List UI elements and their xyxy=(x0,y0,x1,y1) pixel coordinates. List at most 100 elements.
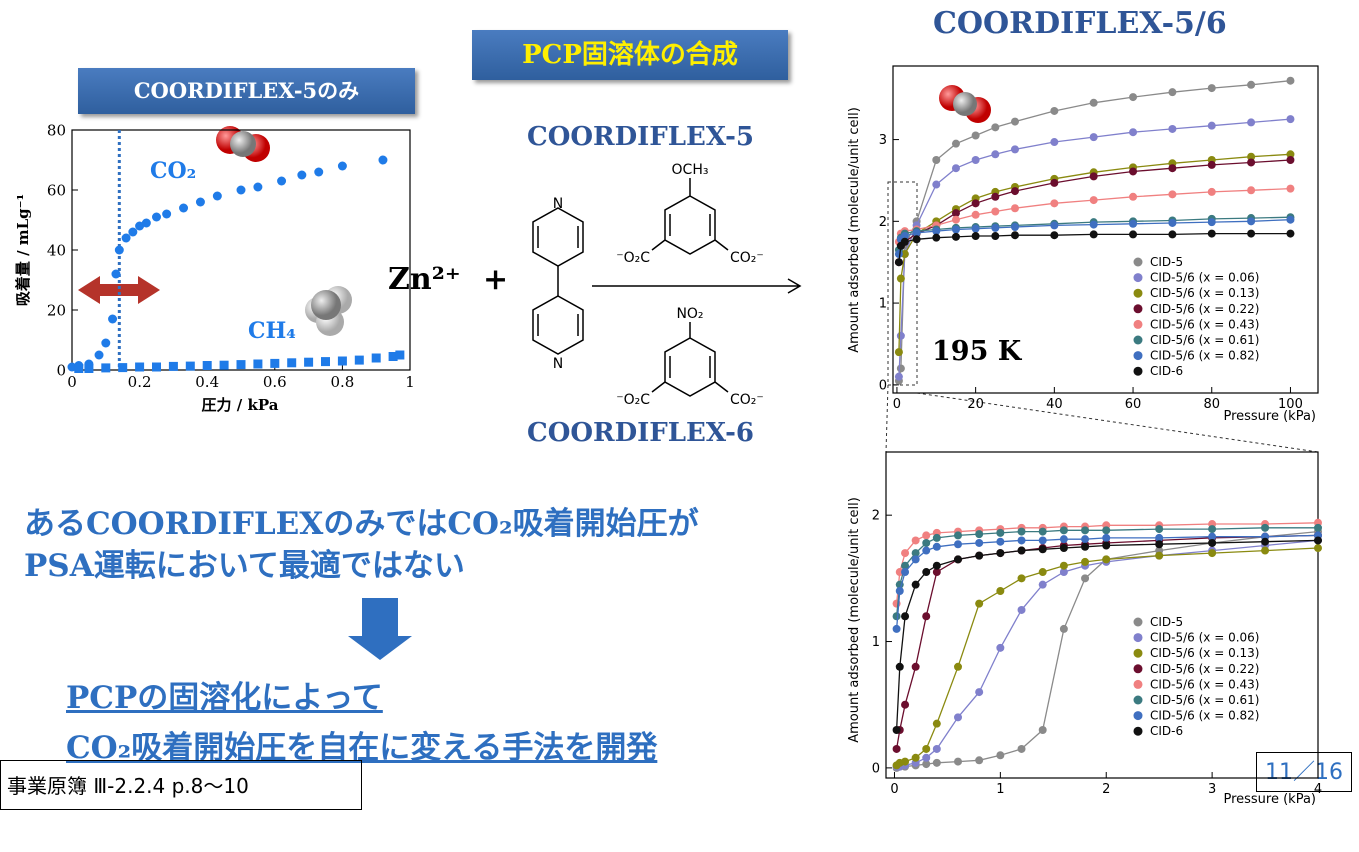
data-point xyxy=(395,350,405,360)
data-point xyxy=(277,176,287,186)
data-point xyxy=(932,221,941,230)
data-point xyxy=(118,363,128,373)
data-point xyxy=(892,599,901,608)
data-point xyxy=(1038,545,1047,554)
data-point xyxy=(932,719,941,728)
series-label: CH₄ xyxy=(248,318,296,344)
range-arrow xyxy=(78,276,160,304)
data-point xyxy=(895,725,904,734)
data-point xyxy=(1059,544,1068,553)
data-point xyxy=(1102,521,1111,530)
data-point xyxy=(1247,118,1256,127)
series-line xyxy=(898,216,1291,251)
x-axis-label: Pressure (kPa) xyxy=(1223,792,1316,807)
atom-label: N xyxy=(553,196,563,212)
chart: 0 20 40 60 80 0 0.2 0.4 0.6 0.8 1 圧力 / kPa 吸着量 / mLg… xyxy=(14,121,415,414)
co2-molecule xyxy=(216,126,270,162)
data-point xyxy=(1010,223,1019,232)
data-point xyxy=(900,250,909,259)
data-point xyxy=(1081,535,1090,544)
data-point xyxy=(971,131,980,140)
data-point xyxy=(1168,216,1177,225)
data-point xyxy=(901,700,910,709)
data-point xyxy=(1017,574,1026,583)
data-point xyxy=(1247,214,1256,223)
plus: + xyxy=(483,262,509,297)
data-point xyxy=(179,203,189,213)
data-point xyxy=(1050,174,1059,183)
data-point xyxy=(1089,218,1098,227)
legend-label: CID-5 xyxy=(1150,255,1183,269)
data-point xyxy=(135,221,145,231)
data-point xyxy=(975,526,984,535)
data-point xyxy=(135,362,145,372)
data-point xyxy=(304,357,314,367)
data-point xyxy=(996,537,1005,546)
page-number: 11／16 xyxy=(1256,752,1352,792)
data-point xyxy=(954,540,962,549)
data-point xyxy=(1059,561,1068,570)
data-point xyxy=(1155,536,1164,545)
data-point xyxy=(912,229,921,238)
data-point xyxy=(108,314,118,324)
data-point xyxy=(1050,231,1059,240)
y-tick-label: 20 xyxy=(47,301,66,319)
data-point xyxy=(152,212,161,222)
data-point xyxy=(932,233,941,242)
series-line xyxy=(895,527,1318,617)
data-point xyxy=(1286,76,1295,85)
data-point xyxy=(1010,187,1019,196)
data-point xyxy=(975,756,984,765)
series-line xyxy=(895,539,1319,731)
data-point xyxy=(912,229,921,238)
data-point xyxy=(1261,523,1270,532)
data-point xyxy=(1247,217,1256,226)
data-point xyxy=(1208,533,1217,542)
y-tick-label: 0 xyxy=(56,361,66,379)
data-point xyxy=(1261,537,1270,546)
data-point xyxy=(253,359,263,369)
legend-label: CID-6 xyxy=(1150,364,1183,378)
data-point xyxy=(1017,744,1026,753)
series-line xyxy=(898,80,1291,381)
data-point xyxy=(236,185,246,195)
data-point xyxy=(1247,186,1256,195)
data-point xyxy=(901,757,910,766)
x-tick-label: 0.6 xyxy=(263,373,287,391)
legend-label: CID-5/6 (x = 0.06) xyxy=(1150,631,1259,645)
data-point xyxy=(900,227,909,236)
y-tick-label: 0 xyxy=(879,378,887,393)
data-point xyxy=(84,359,94,369)
data-point xyxy=(922,612,931,621)
data-point xyxy=(1010,117,1019,126)
data-point xyxy=(951,209,960,218)
data-point xyxy=(951,139,960,148)
data-point xyxy=(954,713,962,722)
data-point xyxy=(1050,199,1059,208)
atom-label: ⁻O₂C xyxy=(616,250,650,266)
data-point xyxy=(219,360,229,370)
data-point xyxy=(337,356,347,366)
data-point xyxy=(951,232,960,241)
x-tick-label: 0 xyxy=(893,397,901,412)
data-point xyxy=(900,241,909,250)
data-point xyxy=(1050,106,1059,115)
x-tick-label: 80 xyxy=(1203,397,1220,412)
data-point xyxy=(932,217,941,226)
data-point xyxy=(954,555,962,564)
data-point xyxy=(975,688,984,697)
data-point xyxy=(901,568,910,577)
data-point xyxy=(896,233,905,242)
data-point xyxy=(1314,544,1322,553)
data-point xyxy=(1129,217,1138,226)
data-point xyxy=(1010,145,1019,154)
data-point xyxy=(894,348,903,357)
data-point xyxy=(951,215,960,224)
data-point xyxy=(1129,219,1138,228)
data-point xyxy=(922,546,931,555)
data-point xyxy=(932,225,941,234)
data-point xyxy=(1155,521,1164,530)
y-tick-label: 0 xyxy=(872,761,880,776)
series-line xyxy=(898,153,1291,353)
y-tick-label: 40 xyxy=(47,241,66,259)
